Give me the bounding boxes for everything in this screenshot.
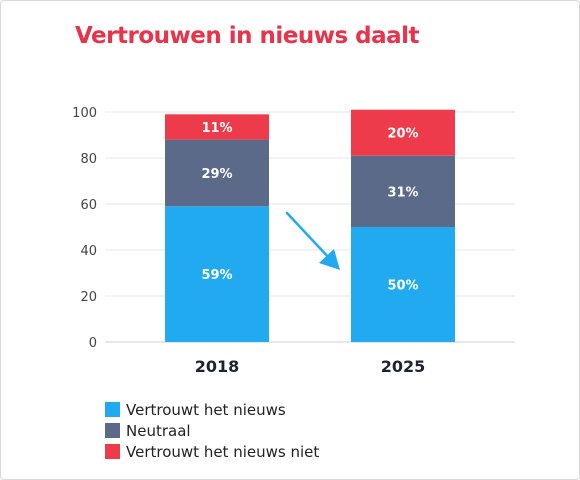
y-tick-label: 80 [80, 152, 97, 167]
x-category-label: 2018 [195, 357, 240, 376]
data-label: 20% [387, 127, 418, 142]
bar-segment [165, 139, 269, 207]
bar-segment [351, 109, 455, 156]
legend-swatch [105, 402, 120, 417]
y-tick-label: 100 [72, 106, 97, 121]
data-label: 31% [387, 185, 418, 200]
legend-swatch [105, 444, 120, 459]
data-label: 59% [201, 268, 232, 283]
chart-title: Vertrouwen in nieuws daalt [75, 23, 420, 49]
legend-item: Neutraal [105, 420, 319, 441]
bar-segment [351, 155, 455, 227]
legend-item: Vertrouwt het nieuws [105, 399, 319, 420]
bar-segment [165, 206, 269, 342]
bar-segment [165, 114, 269, 140]
legend-item: Vertrouwt het nieuws niet [105, 441, 319, 462]
data-label: 29% [201, 167, 232, 182]
data-label: 11% [201, 121, 232, 136]
x-category-label: 2025 [381, 357, 426, 376]
legend-label: Vertrouwt het nieuws [126, 400, 286, 419]
legend-label: Neutraal [126, 421, 191, 440]
y-tick-label: 20 [80, 290, 97, 305]
bar-segment [351, 227, 455, 342]
data-label: 50% [387, 279, 418, 294]
legend-swatch [105, 423, 120, 438]
y-tick-label: 60 [80, 198, 97, 213]
trend-arrow-shaft [285, 211, 333, 262]
legend-label: Vertrouwt het nieuws niet [126, 442, 320, 461]
legend: Vertrouwt het nieuws Neutraal Vertrouwt he… [105, 399, 319, 462]
y-tick-label: 40 [80, 244, 97, 259]
trend-arrow-head [319, 249, 340, 270]
y-tick-label: 0 [89, 336, 97, 351]
